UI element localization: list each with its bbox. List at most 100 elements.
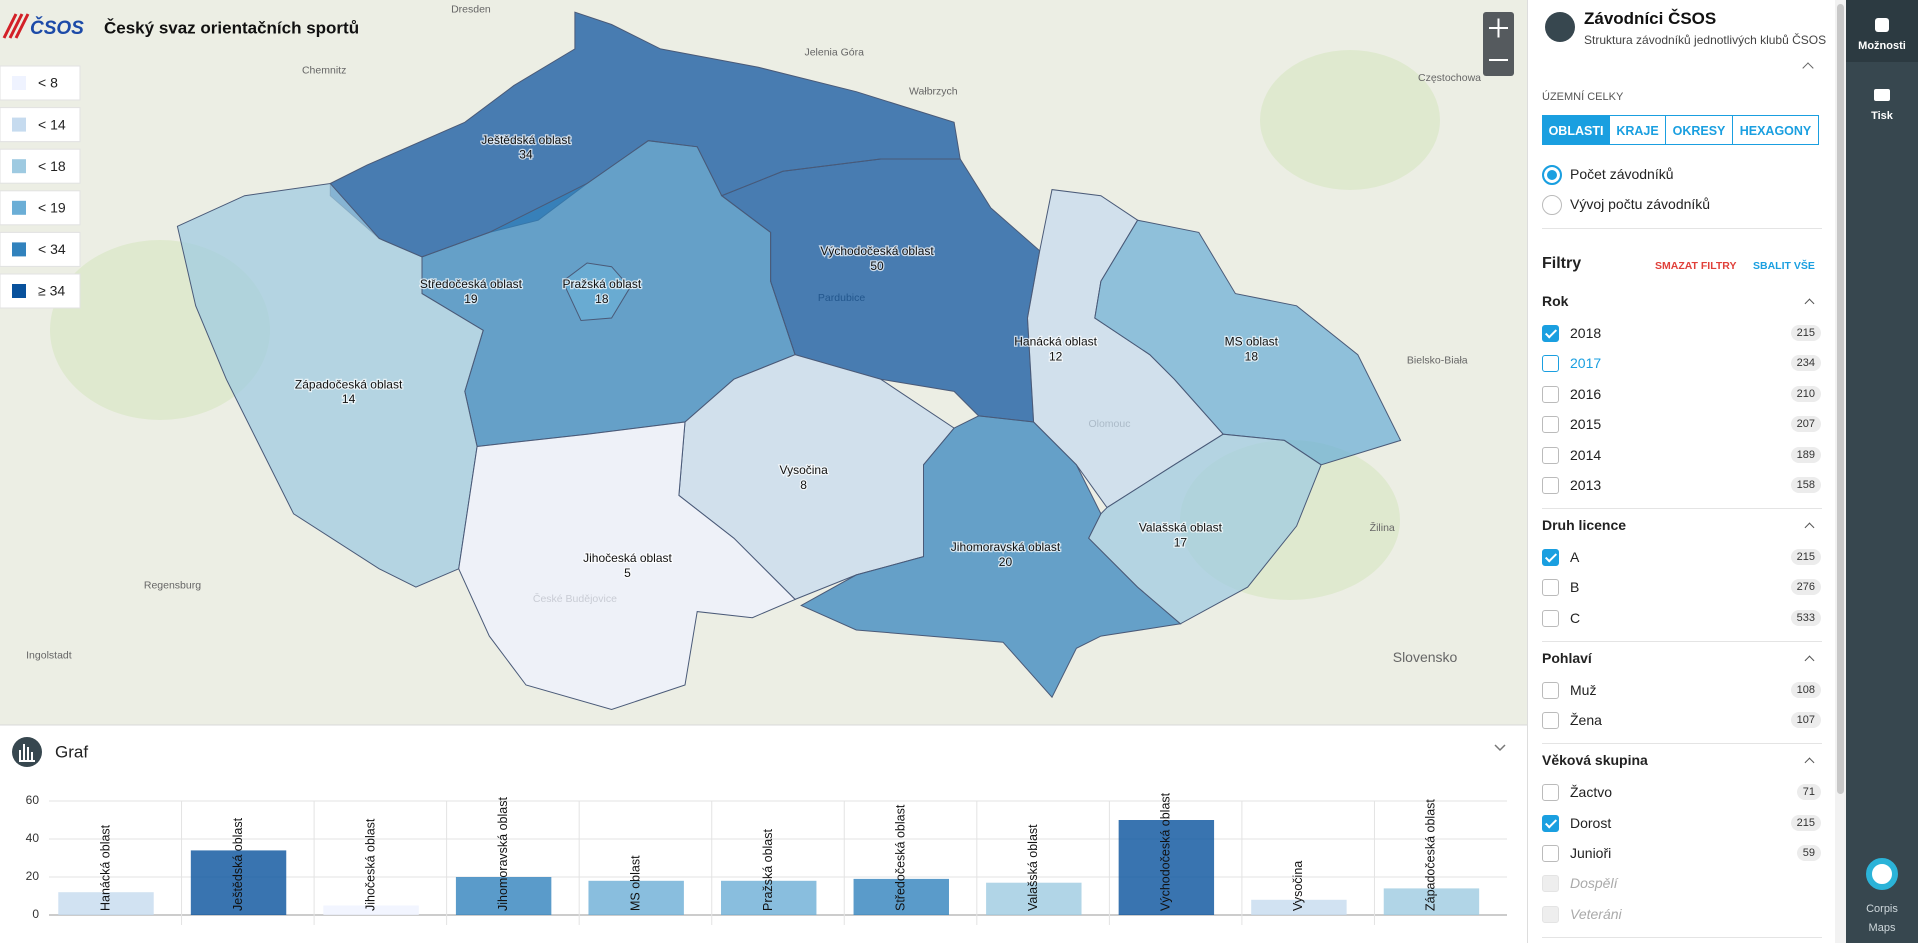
count-badge: 108 [1790, 681, 1821, 698]
bar[interactable] [1383, 888, 1480, 915]
filter-group-title[interactable]: Rok [1542, 293, 1569, 309]
bar[interactable] [58, 892, 154, 915]
group-chevron[interactable] [1804, 298, 1815, 309]
group-chevron[interactable] [1804, 522, 1815, 533]
sidebar: Závodníci ČSOS Struktura závodníků jednot… [1527, 0, 1835, 943]
bar[interactable] [853, 878, 949, 915]
region-value: 20 [999, 555, 1013, 569]
checkbox[interactable] [1542, 609, 1559, 627]
checkbox[interactable] [1542, 712, 1559, 730]
chart-icon-glyph [19, 744, 35, 762]
count-badge: 276 [1790, 579, 1821, 596]
bar[interactable] [588, 880, 684, 915]
bar[interactable] [986, 882, 1082, 915]
options-label[interactable]: Možnosti [1858, 40, 1906, 52]
checkbox-label[interactable]: Žena [1570, 712, 1602, 729]
region-name: Valašská oblast [1139, 521, 1223, 535]
count-badge: 158 [1790, 477, 1821, 493]
checkbox[interactable] [1542, 814, 1559, 832]
group-chevron[interactable] [1804, 757, 1815, 768]
checkbox[interactable] [1542, 579, 1559, 597]
checkbox-label[interactable]: 2016 [1570, 385, 1602, 402]
checkbox[interactable] [1542, 845, 1559, 862]
checkbox-label[interactable]: Junioři [1570, 845, 1612, 861]
bar[interactable] [323, 905, 419, 916]
map-region[interactable] [800, 415, 1182, 699]
checkbox-label[interactable]: C [1570, 609, 1581, 626]
map-place-label: Chemnitz [302, 65, 346, 77]
checkbox[interactable] [1542, 446, 1559, 464]
checkbox[interactable] [1542, 549, 1559, 566]
map-place-label: Jelenia Góra [804, 46, 864, 58]
region-name: Pražská oblast [562, 277, 641, 291]
filter-group-title[interactable]: Druh licence [1542, 517, 1627, 533]
radio-label[interactable]: Počet závodníků [1570, 166, 1674, 182]
map-region[interactable] [1088, 433, 1322, 625]
map-place-label: Bielsko-Biała [1407, 355, 1468, 367]
checkbox-label[interactable]: Dorost [1570, 814, 1612, 831]
checkbox-label[interactable]: 2015 [1570, 416, 1602, 433]
region-value: 14 [342, 392, 356, 406]
filter-group-title[interactable]: Pohlaví [1542, 649, 1592, 666]
checkbox-label[interactable]: 2013 [1570, 477, 1602, 493]
scrollbar[interactable] [1835, 0, 1846, 943]
scroll-thumb[interactable] [1837, 4, 1844, 794]
map-region[interactable] [562, 262, 631, 322]
bar[interactable] [190, 850, 287, 915]
checkbox[interactable] [1542, 385, 1559, 403]
panel-title: Závodníci ČSOS [1584, 9, 1717, 28]
collapse-chevron[interactable] [1802, 62, 1814, 74]
checkbox-label[interactable]: 2018 [1570, 325, 1602, 341]
map-place-label: Wałbrzych [909, 86, 958, 98]
collapse-all[interactable]: SBALIT VŠE [1753, 260, 1815, 272]
checkbox-label[interactable]: Žactvo [1570, 784, 1613, 801]
checkbox-label[interactable]: Muž [1570, 681, 1597, 698]
filter-group-title[interactable]: Věková skupina [1542, 752, 1648, 769]
map-region[interactable] [1094, 219, 1402, 466]
x-tick-label: Hanácká oblast [98, 824, 112, 911]
collapse-chevron[interactable] [1494, 744, 1506, 752]
map-place-label: Slovensko [1393, 649, 1458, 665]
count-badge: 107 [1790, 712, 1821, 729]
territory-tab[interactable]: OKRESY [1666, 115, 1733, 145]
bar[interactable] [1251, 899, 1347, 915]
checkbox[interactable] [1542, 325, 1559, 342]
legend-swatch [12, 117, 26, 132]
territory-tab[interactable]: KRAJE [1610, 115, 1666, 145]
region-value: 5 [624, 566, 631, 580]
bar[interactable] [1118, 820, 1215, 915]
checkbox-label[interactable]: 2014 [1570, 446, 1602, 463]
checkbox[interactable] [1542, 681, 1559, 699]
radio[interactable] [1542, 165, 1562, 185]
region-name: Západočeská oblast [295, 377, 403, 391]
zoom-in[interactable] [1489, 18, 1508, 38]
panel-subtitle: Struktura závodníků jednotlivých klubů Č… [1584, 33, 1827, 47]
radio-label[interactable]: Vývoj počtu závodníků [1570, 196, 1711, 212]
map-region[interactable] [458, 421, 796, 711]
territory-tab[interactable]: OBLASTI [1542, 115, 1610, 145]
count-badge: 215 [1790, 325, 1821, 341]
bar[interactable] [455, 877, 552, 915]
checkbox[interactable] [1542, 355, 1559, 373]
territory-tab[interactable]: HEXAGONY [1733, 115, 1819, 145]
count-badge: 234 [1790, 355, 1821, 372]
checkbox[interactable] [1542, 416, 1559, 434]
count-badge: 189 [1790, 446, 1821, 463]
radio[interactable] [1542, 195, 1562, 215]
brand-label: Maps [1868, 922, 1896, 934]
y-tick-label: 20 [26, 869, 40, 883]
region-value: 34 [519, 148, 533, 162]
checkmark [1544, 816, 1558, 829]
print-label[interactable]: Tisk [1871, 110, 1893, 122]
y-tick-label: 0 [32, 907, 39, 921]
checkbox-label[interactable]: A [1570, 549, 1580, 565]
group-chevron[interactable] [1804, 655, 1815, 666]
clear-filters[interactable]: SMAZAT FILTRY [1655, 260, 1737, 272]
checkbox[interactable] [1542, 477, 1559, 494]
checkbox [1542, 905, 1559, 923]
checkbox-label[interactable]: B [1570, 579, 1580, 596]
count-badge: 71 [1796, 784, 1821, 801]
checkbox-label[interactable]: 2017 [1570, 355, 1602, 372]
bar[interactable] [721, 880, 817, 915]
checkbox[interactable] [1542, 784, 1559, 802]
